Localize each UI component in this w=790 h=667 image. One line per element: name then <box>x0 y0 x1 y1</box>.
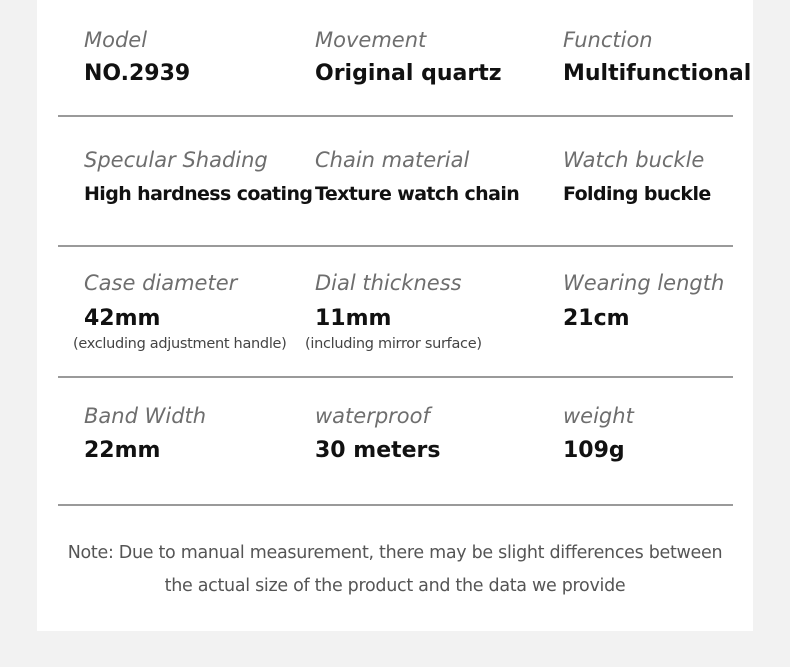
case-diameter-value: 42mm <box>84 306 161 331</box>
case-diameter-label: Case diameter <box>84 271 238 295</box>
footer-note-line1: Note: Due to manual measurement, there m… <box>67 543 723 563</box>
band-width-value: 22mm <box>84 438 161 463</box>
band-width-label: Band Width <box>84 404 207 428</box>
weight-value: 109g <box>563 438 625 463</box>
wearing-length-value: 21cm <box>563 306 630 331</box>
chain-material-label: Chain material <box>315 148 470 172</box>
specular-shading-value: High hardness coating <box>84 183 313 205</box>
watch-buckle-value: Folding buckle <box>563 183 711 205</box>
function-value: Multifunctional <box>563 61 752 86</box>
waterproof-value: 30 meters <box>315 438 441 463</box>
divider <box>58 504 733 506</box>
specular-shading-label: Specular Shading <box>84 148 268 172</box>
wearing-length-label: Wearing length <box>563 271 725 295</box>
dial-thickness-value: 11mm <box>315 306 392 331</box>
divider <box>58 245 733 247</box>
function-label: Function <box>563 28 653 52</box>
dial-thickness-label: Dial thickness <box>315 271 462 295</box>
waterproof-label: waterproof <box>315 404 430 428</box>
footer-note-line2: the actual size of the product and the d… <box>164 576 626 596</box>
weight-label: weight <box>563 404 634 428</box>
divider <box>58 376 733 378</box>
model-value: NO.2939 <box>84 61 191 86</box>
dial-thickness-note: (including mirror surface) <box>305 336 482 352</box>
watch-buckle-label: Watch buckle <box>563 148 705 172</box>
movement-label: Movement <box>315 28 427 52</box>
movement-value: Original quartz <box>315 61 502 86</box>
case-diameter-note: (excluding adjustment handle) <box>73 336 287 352</box>
chain-material-value: Texture watch chain <box>315 183 520 205</box>
model-label: Model <box>84 28 148 52</box>
spec-card <box>37 0 753 631</box>
divider <box>58 115 733 117</box>
